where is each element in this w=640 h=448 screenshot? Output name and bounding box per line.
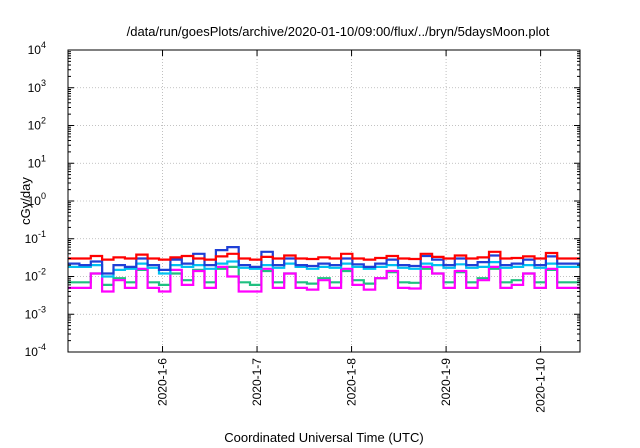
y-axis-label: cGy/day — [18, 177, 33, 225]
grid-lines — [68, 50, 580, 352]
x-tick-label: 2020-1-6 — [156, 358, 170, 406]
x-axis: 2020-1-6 2020-1-7 2020-1-8 2020-1-9 2020-1-1… — [156, 50, 548, 413]
series-line — [68, 250, 580, 261]
series-layer — [68, 246, 580, 293]
x-axis-label: Coordinated Universal Time (UTC) — [224, 430, 423, 445]
chart-title: /data/run/goesPlots/archive/2020-01-10/0… — [127, 24, 550, 39]
series-line — [68, 265, 580, 293]
x-tick-label: 2020-1-10 — [534, 358, 548, 413]
series-line — [68, 246, 580, 275]
x-tick-label: 2020-1-9 — [439, 358, 453, 406]
x-tick-label: 2020-1-7 — [250, 358, 264, 406]
x-tick-label: 2020-1-8 — [345, 358, 359, 406]
